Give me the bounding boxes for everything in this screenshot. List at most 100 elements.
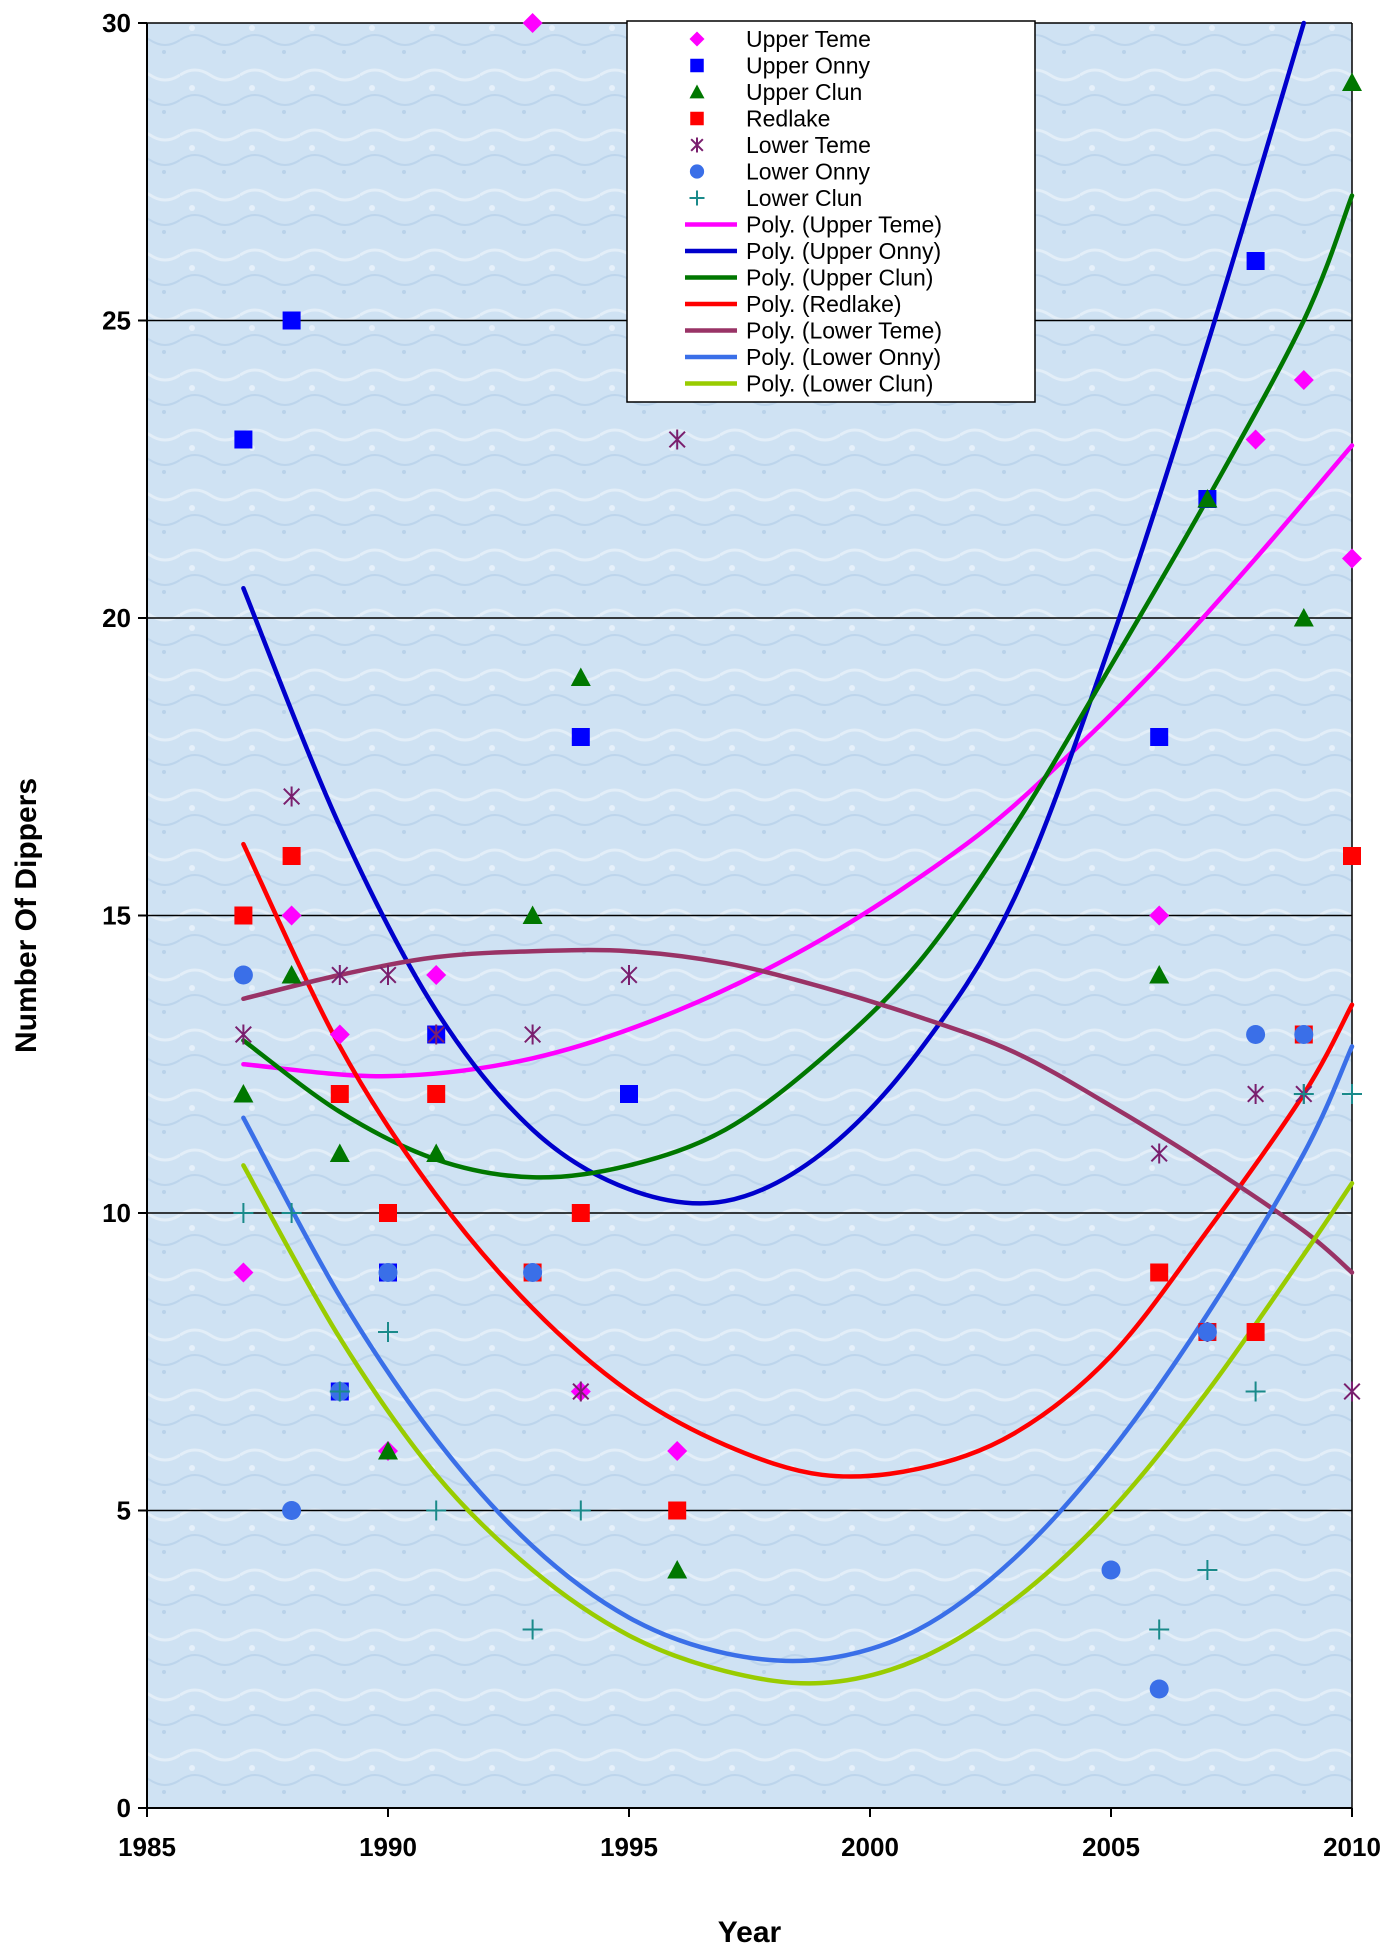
y-tick-label: 10: [102, 1198, 131, 1228]
x-tick-label: 1995: [600, 1832, 658, 1862]
data-point: [1342, 72, 1362, 91]
legend-entry: Lower Teme: [746, 132, 871, 158]
data-point: [426, 1143, 447, 1162]
legend-entry: Upper Teme: [746, 26, 871, 52]
trendline: [241, 443, 1355, 1079]
data-point: [522, 13, 543, 33]
data-point: [1342, 548, 1362, 569]
data-point: [378, 1322, 398, 1342]
data-point: [234, 430, 253, 449]
data-point: [620, 965, 638, 985]
data-point: [689, 84, 705, 99]
data-point: [282, 847, 301, 865]
data-point: [690, 137, 704, 153]
data-point: [233, 1262, 254, 1283]
data-point: [1246, 1323, 1265, 1341]
data-point: [1149, 905, 1170, 926]
data-point: [1293, 608, 1314, 627]
data-point: [379, 1204, 397, 1222]
data-point: [233, 965, 253, 985]
data-point: [281, 905, 302, 926]
data-point: [1343, 1381, 1361, 1402]
data-point: [667, 1441, 688, 1461]
legend-entry: Upper Onny: [746, 53, 871, 79]
data-point: [570, 1500, 591, 1521]
data-point: [329, 1024, 350, 1045]
x-tick-label: 2005: [1082, 1832, 1140, 1862]
data-point: [331, 965, 349, 985]
legend-entry: Lower Onny: [746, 159, 871, 185]
y-tick-label: 30: [102, 8, 131, 38]
data-point: [379, 965, 397, 985]
data-point: [281, 1203, 302, 1223]
legend-entry: Poly. (Upper Clun): [746, 265, 933, 291]
data-point: [689, 164, 705, 179]
data-point: [1246, 252, 1265, 270]
data-point: [523, 1263, 543, 1282]
trendline: [241, 1044, 1355, 1664]
data-point: [572, 1381, 590, 1402]
y-tick-label: 0: [117, 1793, 131, 1823]
trendlines: [241, 20, 1355, 1686]
data-point: [1342, 1084, 1362, 1104]
x-axis-title: Year: [718, 1916, 782, 1949]
data-point: [1197, 489, 1218, 508]
y-tick-label: 15: [102, 901, 131, 931]
data-point: [330, 1085, 349, 1103]
data-point: [1294, 1025, 1314, 1044]
trendline: [241, 20, 1307, 1206]
x-tick-label: 1990: [359, 1832, 417, 1862]
y-tick-label: 5: [117, 1496, 131, 1526]
data-point: [234, 1024, 252, 1045]
data-point: [426, 965, 447, 985]
data-point: [571, 1204, 590, 1222]
trendline: [241, 1163, 1355, 1686]
data-point: [689, 31, 705, 47]
data-point: [690, 58, 704, 73]
data-point: [667, 1560, 688, 1579]
data-point: [570, 667, 591, 686]
trendline: [241, 193, 1355, 1180]
data-point: [1245, 1381, 1266, 1402]
data-point: [1150, 1263, 1169, 1282]
y-tick-label: 20: [102, 603, 131, 633]
data-point: [1247, 1084, 1265, 1104]
legend-entry: Poly. (Lower Clun): [746, 371, 933, 397]
legend-entry: Redlake: [746, 106, 830, 132]
legend-entry: Upper Clun: [746, 79, 862, 105]
data-point: [281, 965, 302, 984]
data-point: [1197, 1322, 1217, 1342]
data-point: [524, 1024, 542, 1045]
x-tick-label: 2000: [841, 1832, 899, 1862]
data-point: [1150, 1143, 1168, 1164]
trendline: [241, 947, 1355, 1275]
data-point: [1149, 1679, 1169, 1699]
data-point: [1149, 965, 1170, 984]
legend-entry: Poly. (Lower Teme): [746, 318, 942, 344]
data-point: [1149, 1619, 1170, 1640]
trendline: [241, 841, 1355, 1479]
data-point: [282, 1501, 302, 1520]
data-point: [1101, 1560, 1121, 1580]
data-point: [378, 1263, 398, 1282]
data-point: [233, 1084, 254, 1103]
y-tick-label: 25: [102, 306, 131, 336]
data-point: [571, 728, 590, 746]
data-point: [427, 1024, 445, 1045]
y-axis-title: Number Of Dippers: [10, 778, 43, 1053]
data-point: [329, 1381, 350, 1402]
legend-entry: Poly. (Redlake): [746, 291, 902, 317]
data-point: [283, 786, 301, 807]
legend-entry: Poly. (Lower Onny): [746, 344, 941, 370]
legend-entry: Poly. (Upper Onny): [746, 238, 941, 264]
data-point: [522, 905, 543, 924]
data-point: [689, 190, 705, 206]
data-point: [234, 906, 253, 925]
data-point: [1293, 1084, 1314, 1104]
data-point: [427, 1085, 446, 1103]
data-point: [1343, 847, 1361, 865]
tick-labels: 0 5 10 15 20 25 30 1985 1990 1995 2000 2005 2010: [102, 8, 1381, 1862]
data-point: [329, 1143, 350, 1162]
